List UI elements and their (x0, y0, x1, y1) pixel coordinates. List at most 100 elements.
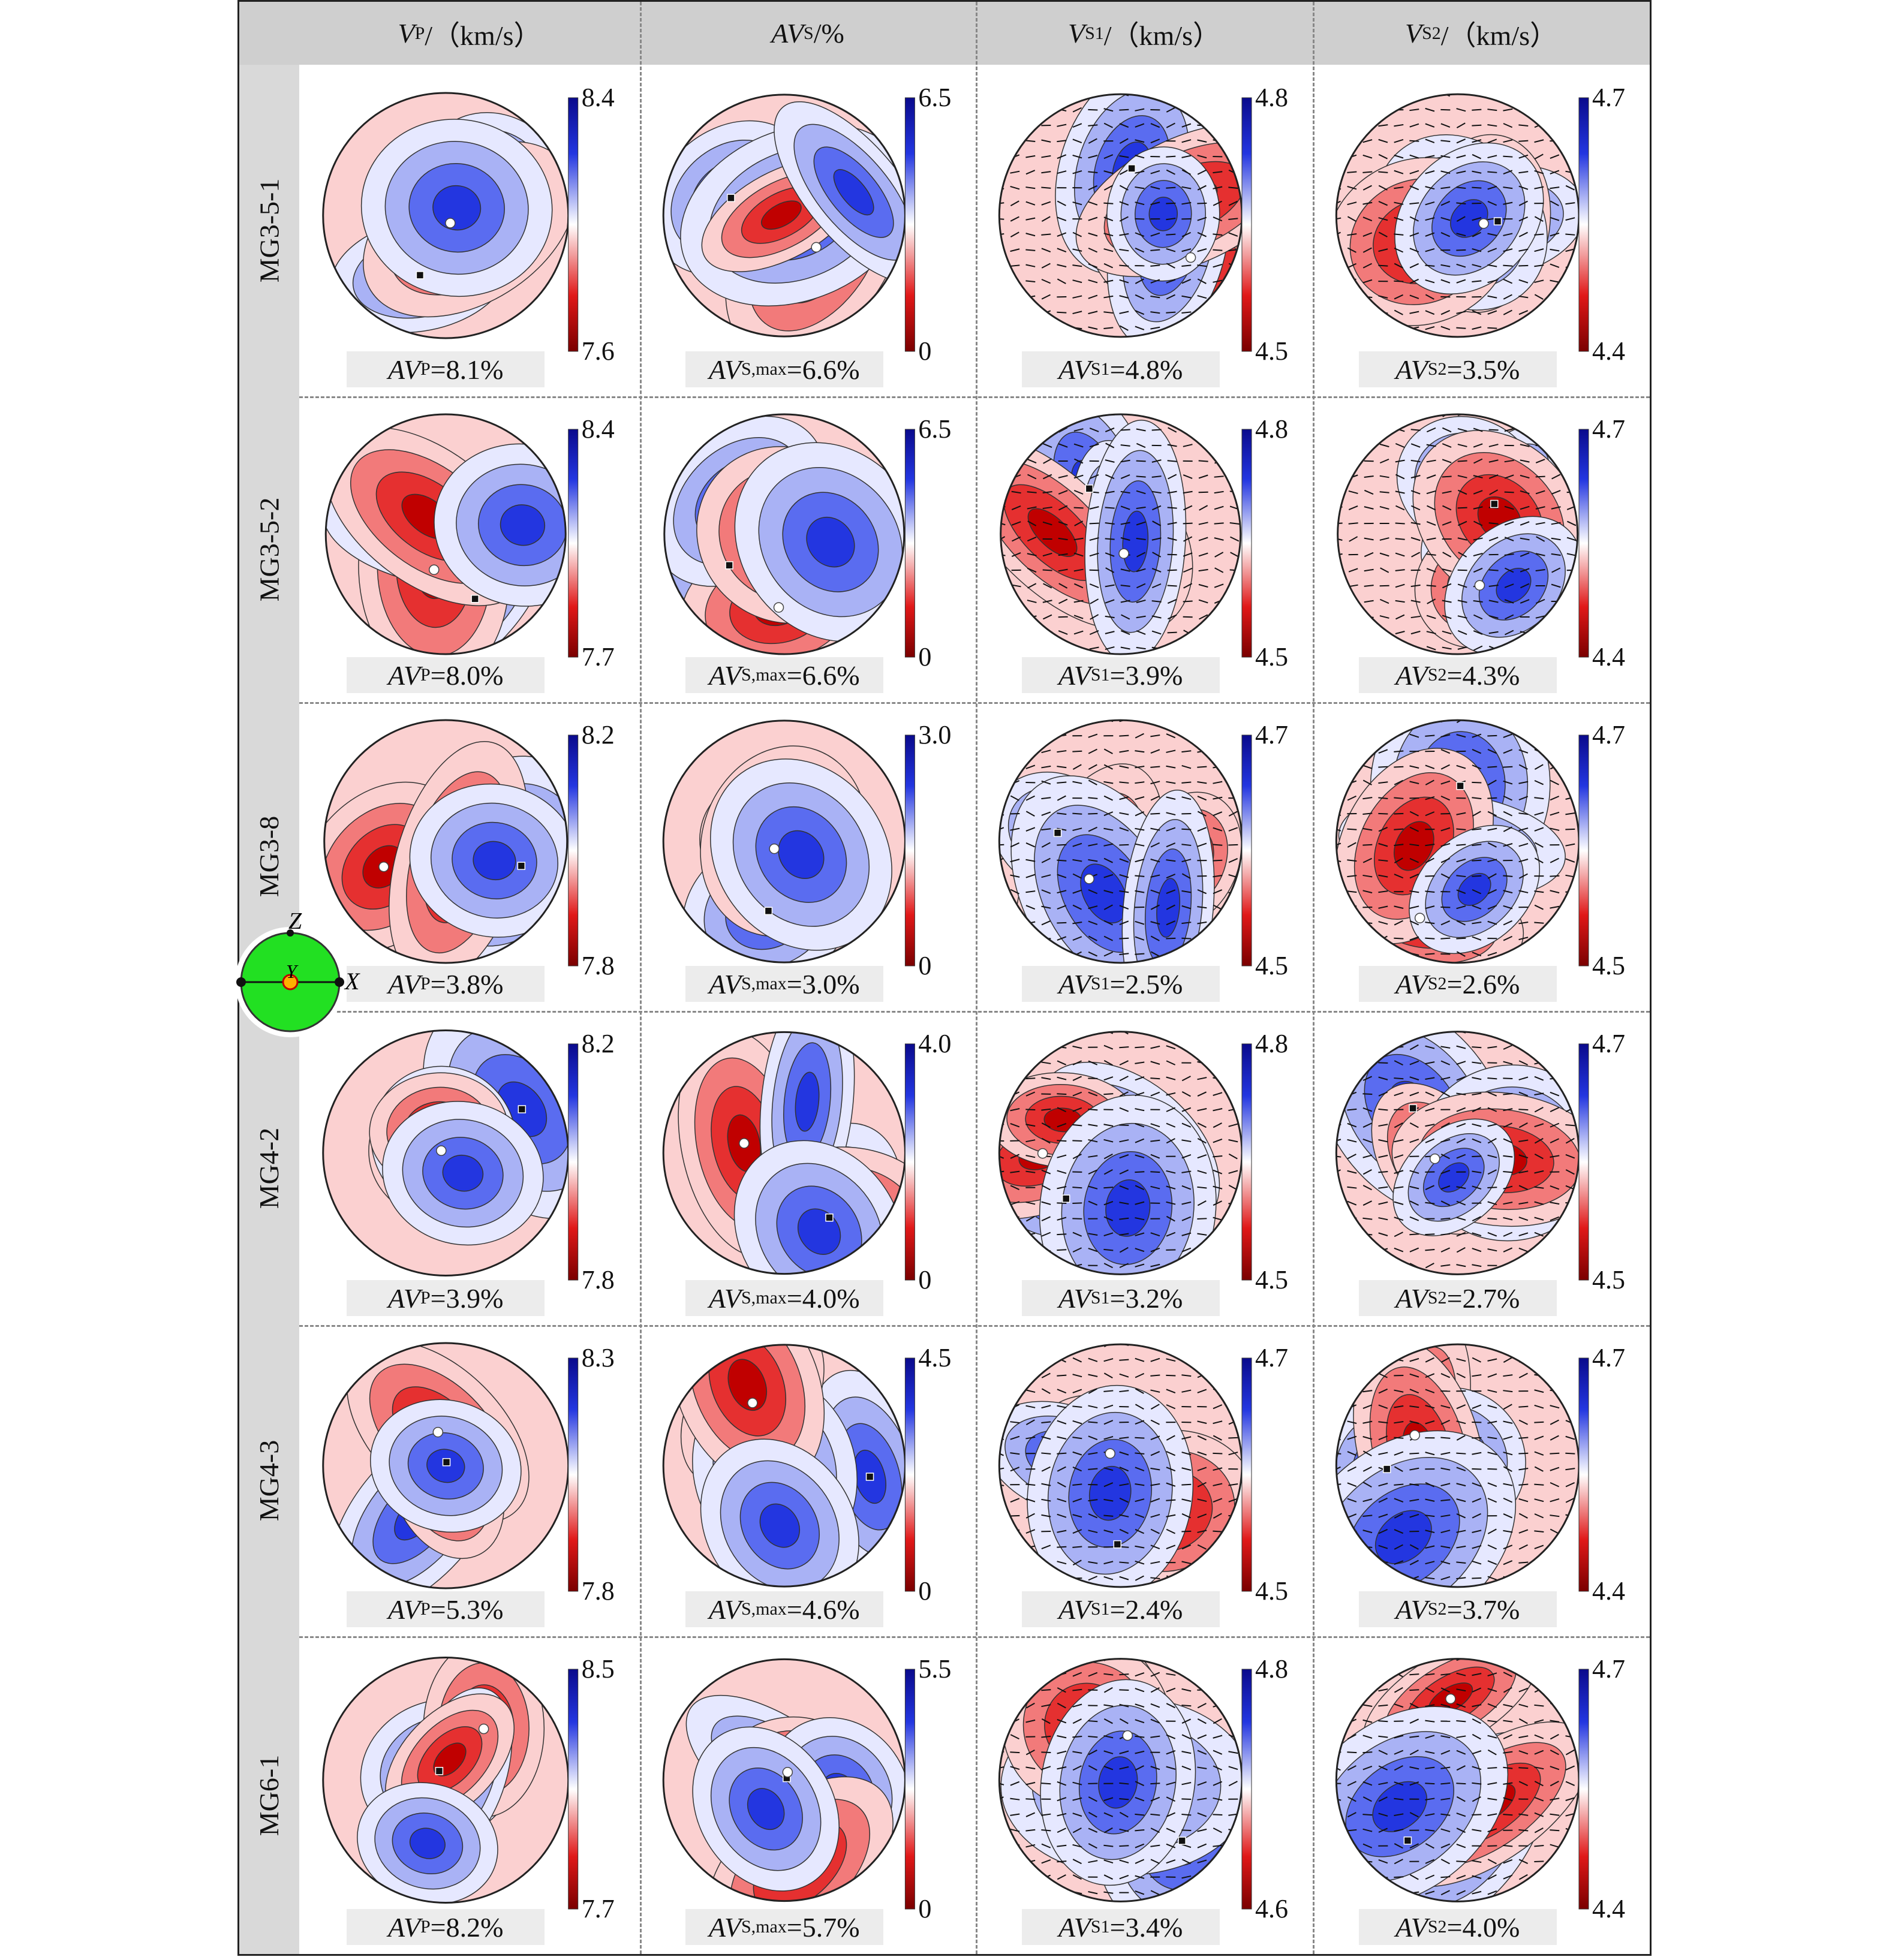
polarization-tick (1378, 248, 1388, 252)
polarization-tick (1378, 842, 1388, 847)
pole-figure-plot (662, 1344, 915, 1592)
polarization-tick (1166, 311, 1176, 314)
polarization-tick (1487, 1420, 1497, 1424)
polarization-tick (1057, 1031, 1067, 1034)
polarization-tick (1378, 1452, 1388, 1455)
polarization-tick (1088, 1890, 1098, 1895)
polarization-tick (1027, 630, 1037, 636)
symbol: AV (1058, 968, 1091, 999)
polarization-tick (999, 796, 1004, 800)
polarization-tick (1534, 1421, 1544, 1423)
polarization-tick (1135, 108, 1145, 112)
polarization-tick (1427, 505, 1436, 511)
polarization-tick (1394, 828, 1404, 830)
max-marker (764, 907, 773, 916)
polarization-tick (1362, 1420, 1373, 1424)
polarization-tick (1000, 444, 1006, 447)
polarization-tick (1473, 458, 1483, 464)
polarization-tick (1150, 94, 1160, 96)
min-marker (1445, 1693, 1456, 1705)
polarization-tick (1425, 1389, 1435, 1393)
polarization-tick (1394, 309, 1403, 315)
polarization-tick (1088, 138, 1097, 144)
polarization-tick (1336, 780, 1341, 785)
polarization-tick (1041, 749, 1051, 754)
polarization-tick (1228, 1766, 1238, 1771)
polarization-tick (1166, 1482, 1176, 1487)
polarization-tick (1088, 889, 1098, 895)
polarization-tick (1025, 1529, 1036, 1534)
polarization-tick (1041, 1201, 1051, 1205)
polarization-tick (1072, 1844, 1082, 1848)
max-marker (416, 271, 425, 279)
polarization-tick (1378, 1263, 1388, 1268)
polarization-tick (1229, 583, 1240, 589)
polarization-tick (1347, 1075, 1356, 1082)
polarization-tick (1025, 1436, 1036, 1440)
polarization-tick (1119, 874, 1129, 878)
polarization-tick (1120, 459, 1130, 463)
polarization-tick (1073, 443, 1084, 448)
polarization-tick (1409, 1216, 1419, 1221)
polarization-tick (1058, 537, 1068, 541)
subscript: P (420, 359, 431, 379)
polarization-tick (1119, 920, 1129, 925)
polarization-tick (1135, 1372, 1145, 1378)
polarization-tick (1150, 1672, 1160, 1677)
polarization-tick (999, 1076, 1004, 1081)
polarization-tick (1503, 890, 1513, 894)
polarization-tick (1088, 171, 1098, 173)
polarization-tick (1041, 1859, 1051, 1864)
polarization-tick (1025, 1766, 1036, 1769)
polarization-tick (1550, 920, 1560, 925)
polarization-tick (1503, 1044, 1513, 1050)
polarization-tick (1057, 1374, 1067, 1377)
polarization-tick (1228, 1044, 1238, 1050)
polarization-tick (1550, 1248, 1560, 1252)
polarization-tick (1472, 1577, 1482, 1579)
polarization-tick (1425, 1687, 1434, 1693)
polarization-tick (1565, 325, 1575, 331)
polarization-tick (1025, 874, 1036, 878)
polarization-tick (1119, 233, 1129, 236)
reference-frame-diagram: ZXY (235, 907, 360, 1037)
polarization-tick (1457, 569, 1467, 571)
subscript: P (420, 974, 431, 993)
polarization-tick (1136, 599, 1146, 604)
polarization-tick (1213, 904, 1222, 910)
polarization-tick (1041, 797, 1051, 800)
polarization-tick (1425, 1262, 1434, 1269)
polarization-tick (1565, 1404, 1575, 1410)
polarization-tick (1565, 920, 1575, 926)
polarization-tick (1534, 1044, 1544, 1050)
max-marker (1127, 164, 1136, 173)
polarization-tick (1379, 552, 1389, 557)
polarization-tick (1197, 295, 1207, 299)
colorbar-max-label: 6.5 (918, 83, 952, 112)
polarization-tick (1135, 201, 1145, 206)
polarization-tick (1057, 140, 1067, 143)
polarization-tick (1103, 1139, 1114, 1143)
polarization-tick (1534, 720, 1544, 722)
polarization-tick (1473, 614, 1483, 620)
column-divider (1313, 2, 1315, 1954)
polarization-tick (1213, 1797, 1223, 1801)
polarization-tick (1394, 1483, 1404, 1486)
polarization-tick (1167, 537, 1177, 541)
polarization-tick (1440, 186, 1451, 189)
polarization-tick (1088, 1200, 1098, 1206)
polarization-tick (1503, 1138, 1513, 1143)
polarization-tick (1135, 1781, 1145, 1786)
polarization-tick (1041, 1061, 1051, 1064)
polarization-tick (1057, 1140, 1067, 1142)
polarization-tick (1181, 1673, 1192, 1676)
polarization-tick (1058, 521, 1068, 526)
polarization-tick (1136, 552, 1146, 558)
polarization-tick (1487, 1091, 1497, 1097)
polarization-tick (1457, 475, 1467, 478)
suffix: =2.4% (1109, 1594, 1183, 1625)
polarization-tick (1166, 781, 1176, 784)
polarization-tick (1347, 124, 1357, 127)
polarization-tick (1550, 1138, 1560, 1143)
polarization-tick (1362, 936, 1373, 941)
